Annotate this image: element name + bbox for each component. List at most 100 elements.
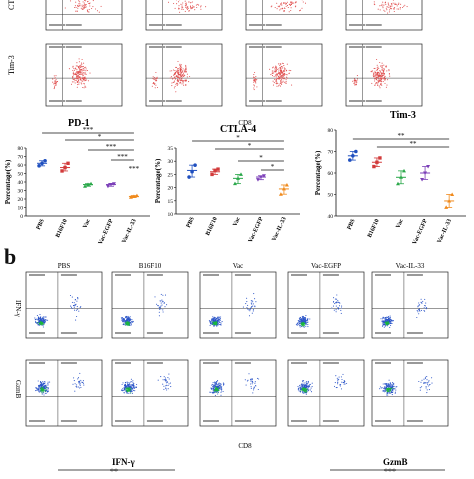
quadrant-annotation-bl	[115, 332, 131, 334]
significance-label: *	[271, 163, 275, 171]
event-dot	[177, 70, 178, 71]
event-dot	[383, 391, 384, 392]
event-dot	[380, 84, 381, 85]
x-tick-label: B16F10	[367, 218, 381, 238]
event-dot	[181, 67, 182, 68]
event-dot	[220, 316, 221, 317]
event-dot	[171, 82, 172, 83]
event-dot	[302, 318, 303, 319]
data-point	[60, 169, 63, 172]
event-dot	[78, 80, 79, 81]
panel-b-row-label-ifng: IFN-γ	[14, 300, 22, 317]
event-dot	[171, 85, 172, 86]
event-dot	[291, 85, 292, 86]
event-dot	[251, 388, 252, 389]
event-dot	[303, 320, 304, 321]
event-dot	[380, 71, 381, 72]
event-dot	[166, 382, 167, 383]
event-dot	[382, 320, 383, 321]
y-tick-label: 80	[18, 146, 24, 152]
event-dot	[217, 325, 218, 326]
event-dot	[386, 388, 387, 389]
event-dot	[83, 380, 84, 381]
event-dot	[281, 79, 282, 80]
event-dot	[385, 2, 386, 3]
event-dot	[254, 85, 255, 86]
panel-b-x-axis-label: CD8	[238, 442, 252, 450]
event-dot	[274, 79, 275, 80]
bottom-partial-titles: IFN-γ ** GzmB ***	[58, 457, 445, 474]
event-dot	[76, 301, 77, 302]
x-tick-label: Vac-IL-33	[271, 216, 287, 242]
event-dot	[384, 77, 385, 78]
event-dot	[285, 2, 286, 3]
event-dot	[171, 76, 172, 77]
event-dot	[128, 382, 129, 383]
event-dot	[382, 63, 383, 64]
event-dot	[280, 77, 281, 78]
event-dot	[78, 84, 79, 85]
event-dot	[389, 7, 390, 8]
event-dot	[420, 382, 421, 383]
event-dot	[374, 71, 375, 72]
event-dot	[198, 5, 199, 6]
event-dot	[279, 77, 280, 78]
event-dot	[395, 392, 396, 393]
event-dot	[269, 69, 270, 70]
event-dot	[177, 77, 178, 78]
event-dot	[78, 75, 79, 76]
event-dot	[419, 305, 420, 306]
event-dot	[47, 384, 48, 385]
event-dot	[282, 63, 283, 64]
event-dot	[284, 68, 285, 69]
event-dot	[376, 75, 377, 76]
event-dot	[291, 4, 292, 5]
event-dot	[130, 381, 131, 382]
event-dot	[84, 67, 85, 68]
quadrant-annotation-bl	[349, 100, 365, 102]
quadrant-annotation-tl	[291, 362, 307, 364]
y-tick-label: 40	[328, 214, 334, 220]
event-dot	[395, 390, 396, 391]
y-tick-label: 20	[168, 186, 174, 192]
event-dot	[47, 320, 48, 321]
event-dot	[297, 323, 298, 324]
data-point	[37, 164, 41, 168]
event-dot	[82, 73, 83, 74]
event-dot	[379, 87, 380, 88]
event-dot	[131, 387, 132, 388]
event-dot	[82, 70, 83, 71]
event-dot	[300, 385, 301, 386]
event-dot	[337, 383, 338, 384]
event-dot	[290, 10, 291, 11]
event-dot	[70, 0, 71, 1]
event-dot	[279, 67, 280, 68]
event-dot	[337, 307, 338, 308]
x-tick-label: PBS	[186, 216, 196, 229]
event-dot	[277, 8, 278, 9]
event-dot	[76, 384, 77, 385]
event-dot	[217, 393, 218, 394]
event-dot	[278, 63, 279, 64]
significance-label: ***	[117, 153, 128, 161]
event-dot	[161, 294, 162, 295]
event-dot	[282, 82, 283, 83]
y-tick-label: 60	[18, 163, 24, 169]
event-dot	[386, 87, 387, 88]
event-dot	[174, 81, 175, 82]
event-dot	[167, 382, 168, 383]
event-dot	[338, 308, 339, 309]
event-dot	[337, 378, 338, 379]
event-dot	[124, 385, 125, 386]
event-dot	[386, 70, 387, 71]
event-dot	[168, 374, 169, 375]
event-dot	[44, 322, 45, 323]
quadrant-annotation-tr	[235, 362, 251, 364]
event-dot	[216, 384, 217, 385]
event-dot	[79, 381, 80, 382]
event-dot	[126, 316, 127, 317]
event-dot	[44, 320, 45, 321]
event-dot	[122, 317, 123, 318]
event-dot	[76, 310, 77, 311]
